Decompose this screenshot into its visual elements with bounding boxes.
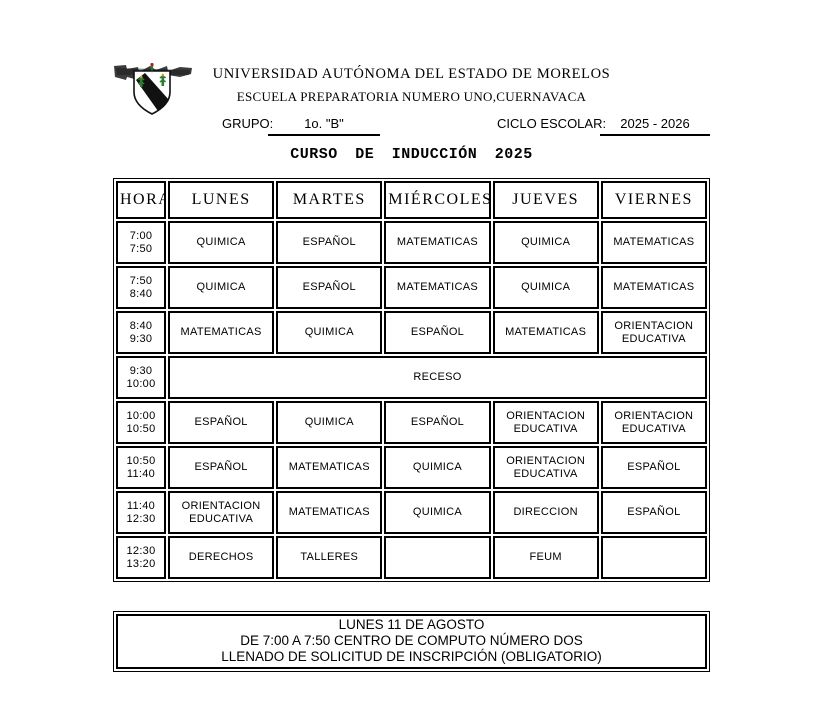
subject-cell: QUIMICA <box>384 491 491 534</box>
schedule-row: 7:50 8:40 QUIMICA ESPAÑOL MATEMATICAS QUIMIC… <box>116 266 707 309</box>
grupo-value-field: 1o. "B" <box>268 113 380 136</box>
subject-cell: MATEMATICAS <box>384 221 491 264</box>
time-cell: 11:40 12:30 <box>116 491 166 534</box>
subject-cell: ORIENTACION EDUCATIVA <box>600 401 707 444</box>
schedule-row: 12:30 13:20 DERECHOS TALLERES FEUM <box>116 536 707 579</box>
time-cell: 7:00 7:50 <box>116 221 166 264</box>
form-line: GRUPO: 1o. "B" CICLO ESCOLAR: 2025 - 202… <box>113 113 710 136</box>
subject-cell: DIRECCION <box>492 491 599 534</box>
subject-cell: QUIMICA <box>276 311 383 354</box>
subject-cell: ESPAÑOL <box>600 491 707 534</box>
subject-cell: MATEMATICAS <box>276 491 383 534</box>
ciclo-escolar-value-field: 2025 - 2026 <box>600 113 710 136</box>
subject-cell: ORIENTACION EDUCATIVA <box>492 401 599 444</box>
subject-cell: MATEMATICAS <box>276 446 383 489</box>
schedule-row: 9:30 10:00 RECESO <box>116 356 707 399</box>
subject-cell: MATEMATICAS <box>492 311 599 354</box>
subject-cell: QUIMICA <box>492 221 599 264</box>
column-header: LUNES <box>168 181 275 219</box>
subject-cell: QUIMICA <box>384 446 491 489</box>
crest-icon <box>114 62 192 115</box>
subject-cell: FEUM <box>492 536 599 579</box>
subject-cell: ESPAÑOL <box>276 266 383 309</box>
subject-cell: QUIMICA <box>492 266 599 309</box>
subject-cell: QUIMICA <box>168 266 275 309</box>
column-header: MIÉRCOLES <box>384 181 491 219</box>
column-header: VIERNES <box>600 181 707 219</box>
subject-cell: ORIENTACION EDUCATIVA <box>492 446 599 489</box>
notice-text: LUNES 11 DE AGOSTO DE 7:00 A 7:50 CENTRO … <box>116 614 707 669</box>
empty-cell <box>384 536 491 579</box>
empty-cell <box>600 536 707 579</box>
subject-cell: ESPAÑOL <box>384 401 491 444</box>
time-cell: 7:50 8:40 <box>116 266 166 309</box>
time-cell: 10:00 10:50 <box>116 401 166 444</box>
subject-cell: ORIENTACION EDUCATIVA <box>600 311 707 354</box>
subject-cell: MATEMATICAS <box>600 266 707 309</box>
subject-cell: ESPAÑOL <box>168 446 275 489</box>
subject-cell: DERECHOS <box>168 536 275 579</box>
time-cell: 12:30 13:20 <box>116 536 166 579</box>
course-title: CURSO DE INDUCCIÓN 2025 <box>290 146 533 163</box>
subject-cell: QUIMICA <box>276 401 383 444</box>
schedule-body: 7:00 7:50 QUIMICA ESPAÑOL MATEMATICAS QUIMIC… <box>116 221 707 579</box>
column-header: JUEVES <box>492 181 599 219</box>
column-header: MARTES <box>276 181 383 219</box>
subject-cell: ESPAÑOL <box>384 311 491 354</box>
school-title: ESCUELA PREPARATORIA NUMERO UNO,CUERNAVA… <box>236 89 587 104</box>
time-cell: 9:30 10:00 <box>116 356 166 399</box>
subject-cell: ORIENTACION EDUCATIVA <box>168 491 275 534</box>
schedule-row: 10:50 11:40 ESPAÑOL MATEMATICAS QUIMICA ORIE… <box>116 446 707 489</box>
grupo-label: GRUPO: <box>222 116 274 131</box>
subject-cell: MATEMATICAS <box>384 266 491 309</box>
column-header: HORA <box>116 181 166 219</box>
subject-cell: QUIMICA <box>168 221 275 264</box>
time-cell: 10:50 11:40 <box>116 446 166 489</box>
schedule-header-row: HORALUNESMARTESMIÉRCOLESJUEVESVIERNES <box>116 181 707 219</box>
schedule-row: 7:00 7:50 QUIMICA ESPAÑOL MATEMATICAS QUIMIC… <box>116 221 707 264</box>
uaem-crest-logo <box>112 60 194 118</box>
schedule-row: 10:00 10:50 ESPAÑOL QUIMICA ESPAÑOL ORIENTAC… <box>116 401 707 444</box>
schedule-row: 8:40 9:30 MATEMATICAS QUIMICA ESPAÑOL MATEMA… <box>116 311 707 354</box>
schedule-table: HORALUNESMARTESMIÉRCOLESJUEVESVIERNES 7:… <box>113 178 710 582</box>
ciclo-escolar-label: CICLO ESCOLAR: <box>497 116 607 131</box>
notice-line: LUNES 11 DE AGOSTO <box>338 617 485 632</box>
time-cell: 8:40 9:30 <box>116 311 166 354</box>
subject-cell: MATEMATICAS <box>600 221 707 264</box>
subject-cell: TALLERES <box>276 536 383 579</box>
subject-cell: MATEMATICAS <box>168 311 275 354</box>
notice-box: LUNES 11 DE AGOSTO DE 7:00 A 7:50 CENTRO … <box>113 611 710 672</box>
subject-cell: ESPAÑOL <box>276 221 383 264</box>
university-title: UNIVERSIDAD AUTÓNOMA DEL ESTADO DE MOREL… <box>212 66 611 82</box>
subject-cell: ESPAÑOL <box>600 446 707 489</box>
notice-line: LLENADO DE SOLICITUD DE INSCRIPCIÓN (OBL… <box>221 649 602 664</box>
schedule-row: 11:40 12:30 ORIENTACION EDUCATIVA MATEMATI… <box>116 491 707 534</box>
notice-line: DE 7:00 A 7:50 CENTRO DE COMPUTO NÚMERO … <box>240 633 583 648</box>
receso-cell: RECESO <box>168 356 707 399</box>
subject-cell: ESPAÑOL <box>168 401 275 444</box>
